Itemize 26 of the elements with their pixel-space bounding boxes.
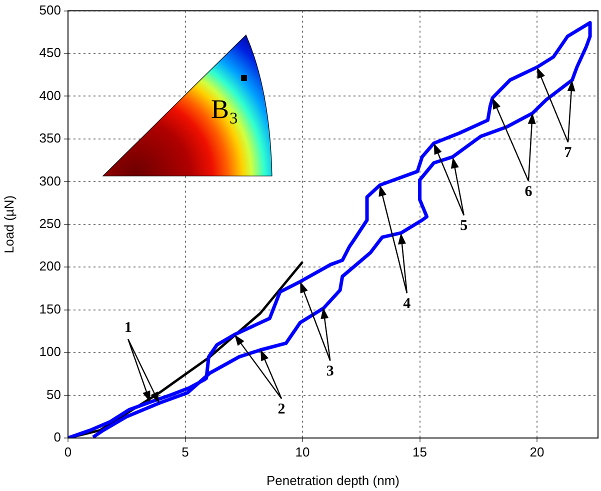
annotation: 3 <box>326 364 334 380</box>
y-tick-label: 150 <box>39 301 61 316</box>
y-axis-title: Load (µN) <box>1 195 16 254</box>
annotation: 4 <box>403 296 412 312</box>
y-tick-label: 50 <box>46 386 61 402</box>
x-tick-label: 0 <box>64 444 72 460</box>
y-tick-label: 400 <box>39 88 61 103</box>
x-axis-title: Penetration depth (nm) <box>266 472 400 488</box>
y-tick-label: 450 <box>39 45 61 60</box>
y-tick-label: 500 <box>39 2 61 18</box>
annotation: 6 <box>524 184 533 200</box>
x-tick-label: 20 <box>530 444 544 460</box>
annotation: B₃ <box>211 94 238 125</box>
x-tick-label: 15 <box>412 444 428 460</box>
annotation: 1 <box>124 320 132 336</box>
x-tick-label: 10 <box>295 444 310 460</box>
x-tick-label: 5 <box>182 444 189 460</box>
annotation: 7 <box>564 145 572 162</box>
y-tick-label: 350 <box>39 130 61 146</box>
annotation: 2 <box>278 401 286 418</box>
annotation: 5 <box>460 218 468 234</box>
y-tick-label: 0 <box>54 430 61 445</box>
y-tick-label: 100 <box>39 344 61 360</box>
y-tick-label: 200 <box>39 258 61 274</box>
y-tick-label: 300 <box>39 173 61 188</box>
y-tick-label: 250 <box>39 216 61 231</box>
